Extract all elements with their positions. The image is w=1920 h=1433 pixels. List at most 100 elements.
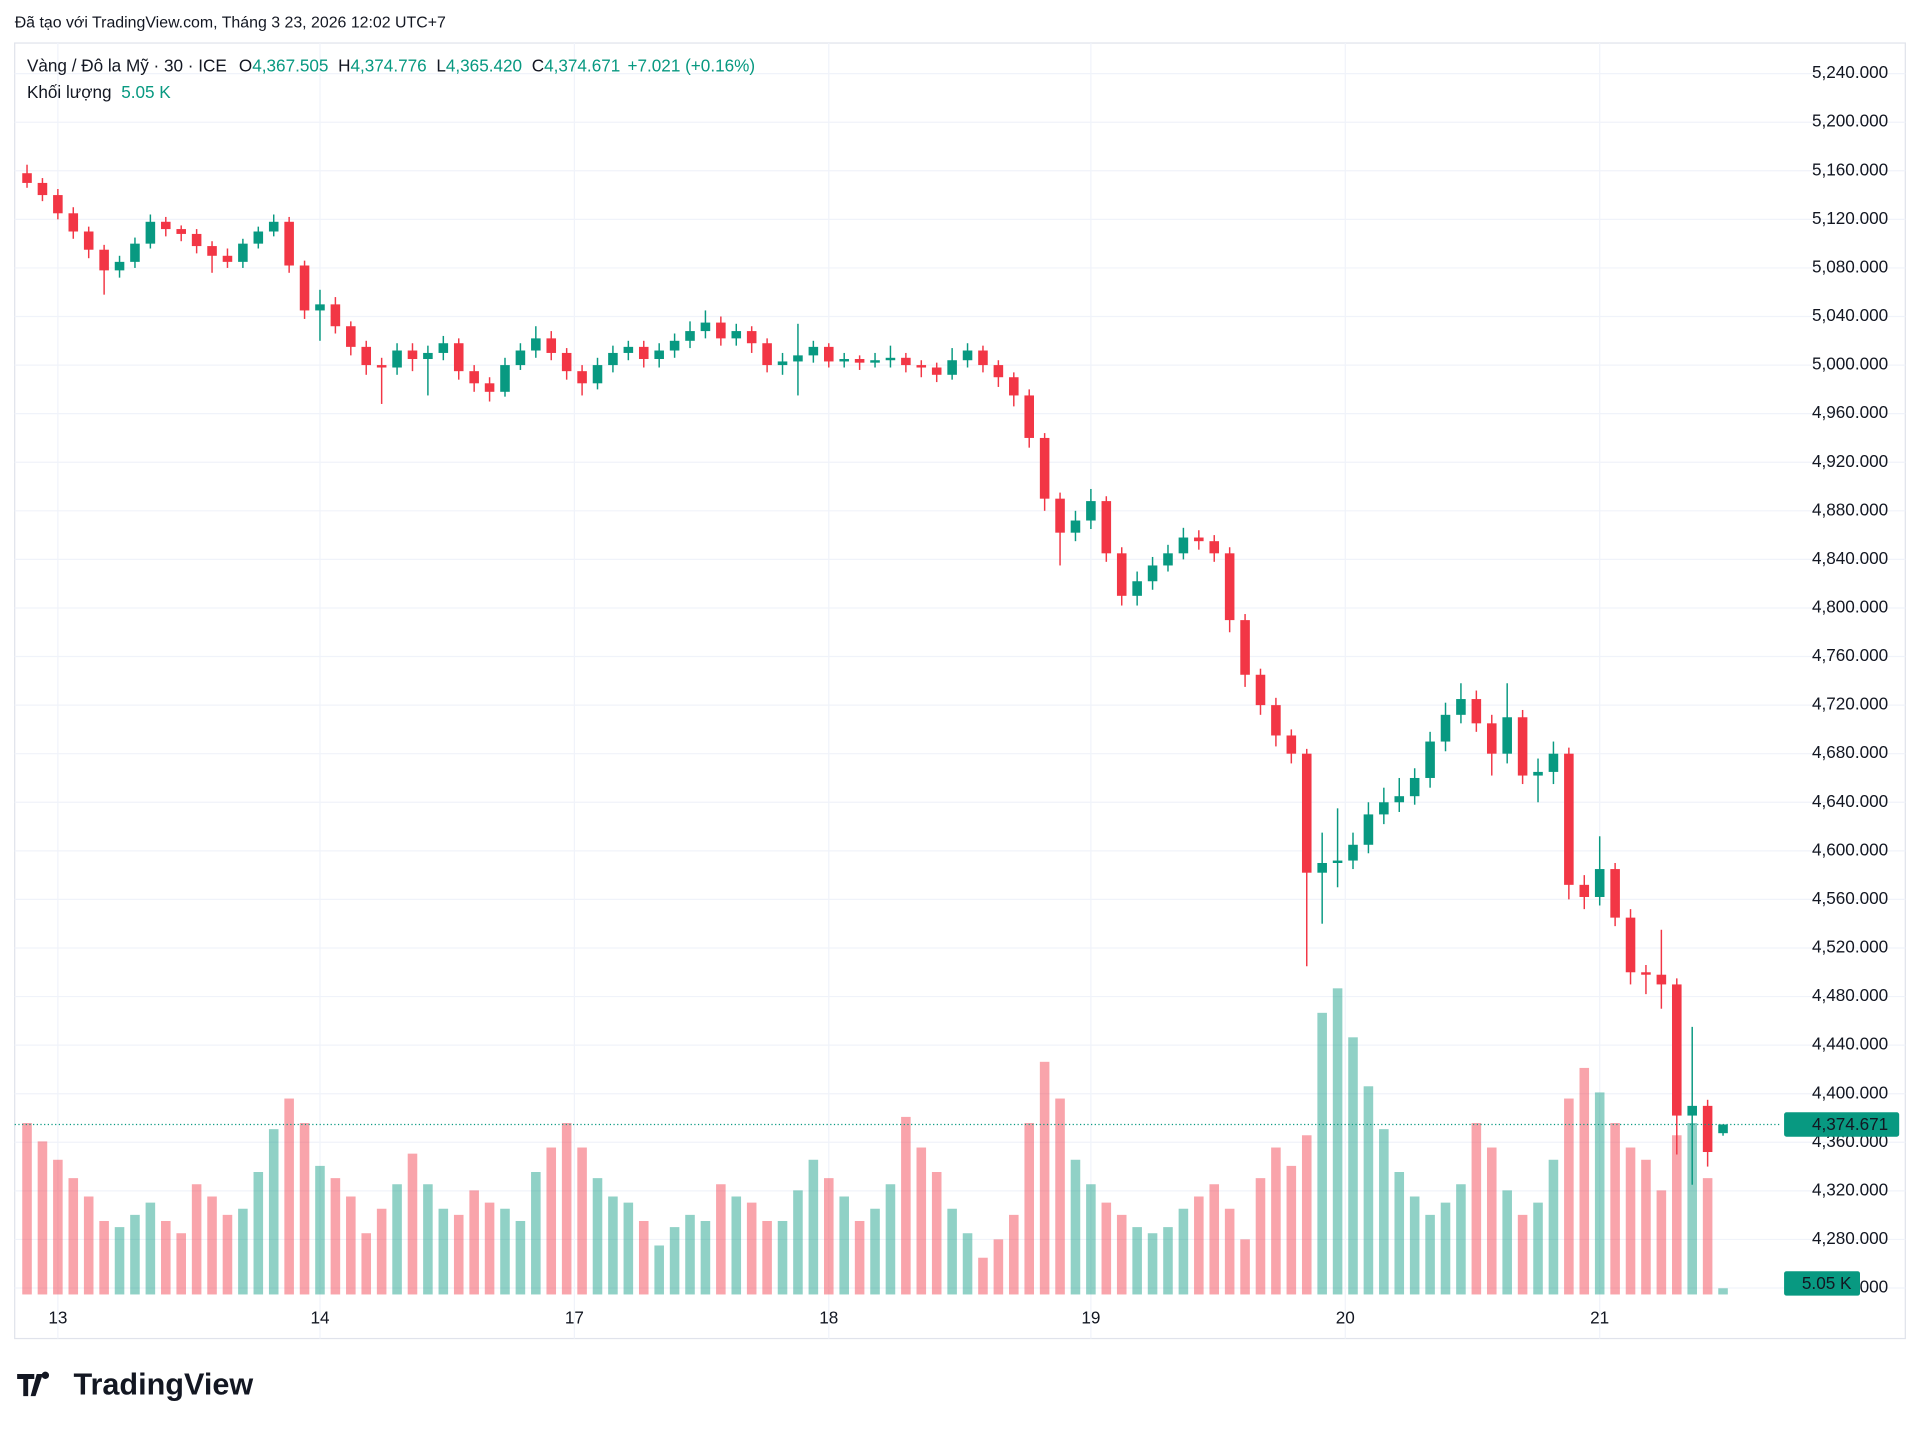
candle-body (1456, 699, 1466, 715)
volume-bar (762, 1220, 772, 1295)
volume-bar (1224, 1208, 1235, 1295)
candle-body (1101, 501, 1112, 554)
candle-body (623, 346, 634, 353)
volume-bar (777, 1220, 788, 1295)
candle-body (1363, 814, 1374, 845)
volume-bar (222, 1214, 233, 1295)
volume-bar (978, 1257, 988, 1295)
y-tick-label: 4,640.000 (1812, 791, 1888, 811)
candle-body (1317, 862, 1327, 873)
legend-line: Vàng / Đô la Mỹ · 30 · ICE O4,367.505 H4… (27, 55, 755, 75)
candle-body (1024, 395, 1034, 438)
volume-bar (623, 1202, 634, 1295)
volume-bar (1178, 1208, 1189, 1295)
candle-body (392, 350, 402, 368)
candle-body (824, 346, 834, 362)
candle-body (1625, 917, 1636, 973)
volume-bar (330, 1178, 341, 1295)
y-tick-label: 4,880.000 (1812, 499, 1888, 519)
volume-bar (484, 1202, 495, 1295)
volume-bar (1101, 1202, 1112, 1295)
volume-bar (1409, 1196, 1420, 1295)
volume-bar (268, 1129, 279, 1295)
y-tick-label: 4,480.000 (1812, 985, 1888, 1005)
volume-bar (1687, 1123, 1697, 1295)
candle-body (978, 350, 988, 366)
volume-bar (114, 1227, 125, 1295)
candle-body (1641, 972, 1651, 975)
volume-bar (53, 1159, 63, 1295)
candle-body (962, 350, 973, 361)
volume-bar (1672, 1135, 1682, 1295)
candle-body (885, 357, 896, 361)
candle-body (1163, 553, 1173, 566)
candle-body (1564, 753, 1574, 885)
candle-body (1224, 553, 1235, 621)
volume-bar (161, 1220, 171, 1295)
l-value: 4,365.420 (446, 55, 522, 75)
candle-body (299, 265, 310, 311)
y-tick-label: 4,800.000 (1812, 596, 1888, 616)
volume-bar (68, 1178, 79, 1295)
o-label: O (239, 55, 252, 75)
volume-bar (1502, 1190, 1512, 1295)
logo-text: TradingView (73, 1367, 253, 1401)
volume-bar (1070, 1159, 1081, 1295)
y-tick-label: 4,760.000 (1812, 645, 1888, 665)
candle-body (1656, 974, 1667, 985)
y-tick-label: 5,000.000 (1812, 354, 1888, 374)
header: Đã tạo với TradingView.com, Tháng 3 23, … (15, 15, 446, 32)
volume-bar (716, 1184, 726, 1295)
candle-body (1178, 537, 1189, 554)
volume-bar (1317, 1012, 1327, 1295)
volume-bar (500, 1208, 510, 1295)
candle-body (1486, 723, 1497, 754)
candle-body (716, 322, 726, 339)
volume-bar (1533, 1202, 1543, 1295)
volume-bar (145, 1202, 156, 1295)
volume-bar (839, 1196, 849, 1295)
candle-body (99, 249, 109, 271)
volume-bar (808, 1159, 819, 1295)
volume-bar (1024, 1123, 1034, 1295)
candle-body (1132, 581, 1142, 596)
h-value: 4,374.776 (350, 55, 426, 75)
candle-body (1301, 753, 1312, 873)
x-tick-label: 18 (819, 1307, 838, 1327)
volume-bar (1163, 1227, 1173, 1295)
candle-body (1533, 771, 1543, 776)
candle-body (1348, 844, 1358, 861)
volume-bar (638, 1220, 649, 1295)
volume-bar (176, 1233, 186, 1295)
candle-body (1116, 553, 1127, 596)
candle-body (130, 243, 140, 262)
candle-body (1379, 802, 1389, 815)
volume-bar (238, 1208, 248, 1295)
volume-bar (546, 1147, 557, 1295)
candle-body (407, 350, 418, 360)
candle-body (438, 343, 449, 353)
candle-body (931, 367, 942, 375)
y-tick-label: 4,680.000 (1812, 742, 1888, 762)
candle-body (854, 359, 865, 363)
volume-bar (253, 1172, 264, 1295)
volume-bar (1610, 1123, 1620, 1295)
volume-bar (515, 1220, 526, 1295)
volume-bar (561, 1123, 572, 1295)
candle-body (1548, 753, 1559, 772)
volume-bar (1548, 1159, 1559, 1295)
c-value: 4,374.671 (544, 55, 620, 75)
candle-body (176, 229, 186, 234)
volume-bar (392, 1184, 402, 1295)
volume-bar (531, 1172, 541, 1295)
volume-label: Khối lượng (27, 82, 112, 102)
candle-body (161, 221, 171, 230)
volume-bar (1009, 1214, 1019, 1295)
volume-bar (1656, 1190, 1667, 1295)
volume-bar (361, 1233, 372, 1295)
volume-bar (1625, 1147, 1636, 1295)
h-label: H (338, 55, 350, 75)
candle-body (546, 338, 557, 353)
volume-bar (315, 1165, 325, 1295)
